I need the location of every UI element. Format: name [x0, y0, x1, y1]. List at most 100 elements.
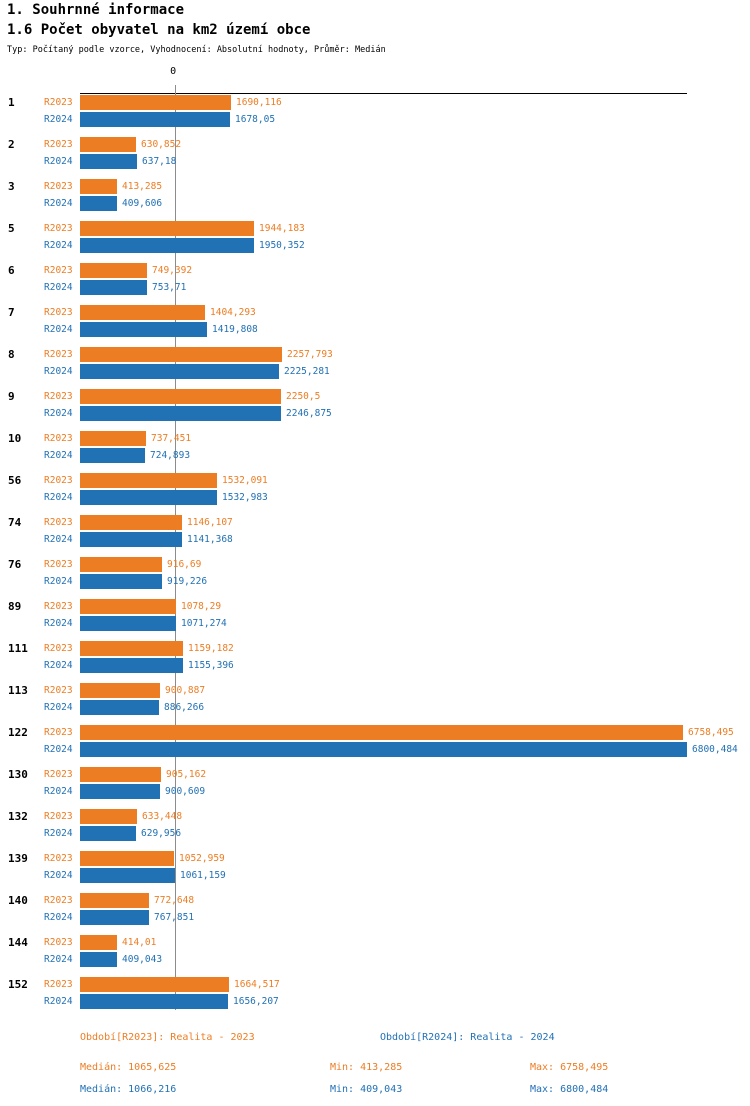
bar-r2024: [80, 238, 254, 253]
series-label-r2023: R2023: [44, 769, 73, 780]
bar-r2023: [80, 431, 146, 446]
bar-r2024: [80, 112, 230, 127]
bar-row-r2024: R2024 629,956: [0, 826, 750, 841]
bar-r2023: [80, 95, 231, 110]
value-label-r2024: 1061,159: [180, 870, 226, 881]
bar-row-r2024: R2024 1141,368: [0, 532, 750, 547]
bar-row-r2024: R2024 409,606: [0, 196, 750, 211]
bar-group: 139 R2023 1052,959 R2024 1061,159: [0, 849, 750, 891]
bar-r2024: [80, 742, 687, 757]
value-label-r2023: 6758,495: [688, 727, 734, 738]
value-label-r2023: 1159,182: [188, 643, 234, 654]
bar-r2023: [80, 851, 174, 866]
series-label-r2024: R2024: [44, 660, 73, 671]
value-label-r2023: 2257,793: [287, 349, 333, 360]
bar-r2024: [80, 994, 228, 1009]
value-label-r2023: 1404,293: [210, 307, 256, 318]
bar-r2024: [80, 574, 162, 589]
value-label-r2023: 414,01: [122, 937, 157, 948]
bar-group: 89 R2023 1078,29 R2024 1071,274: [0, 597, 750, 639]
bar-row-r2024: R2024 1950,352: [0, 238, 750, 253]
stat-max-r2024: Max: 6800,484: [530, 1084, 609, 1095]
bar-row-r2024: R2024 900,609: [0, 784, 750, 799]
bar-group: 7 R2023 1404,293 R2024 1419,808: [0, 303, 750, 345]
category-label: 7: [8, 306, 15, 319]
bar-row-r2024: R2024 409,043: [0, 952, 750, 967]
value-label-r2023: 737,451: [151, 433, 192, 444]
value-label-r2024: 409,606: [122, 198, 163, 209]
bar-r2024: [80, 448, 145, 463]
category-label: 122: [8, 726, 28, 739]
value-label-r2024: 767,851: [154, 912, 195, 923]
series-label-r2024: R2024: [44, 366, 73, 377]
stat-median-r2023: Medián: 1065,625: [80, 1062, 177, 1073]
bar-r2024: [80, 616, 176, 631]
bar-row-r2024: R2024 1656,207: [0, 994, 750, 1009]
category-label: 9: [8, 390, 15, 403]
bar-row-r2023: R2023 6758,495: [0, 725, 750, 740]
bar-r2023: [80, 683, 160, 698]
category-label: 144: [8, 936, 28, 949]
value-label-r2023: 1690,116: [236, 97, 282, 108]
bar-group: 5 R2023 1944,183 R2024 1950,352: [0, 219, 750, 261]
series-label-r2023: R2023: [44, 391, 73, 402]
bar-group: 144 R2023 414,01 R2024 409,043: [0, 933, 750, 975]
value-label-r2023: 1944,183: [259, 223, 305, 234]
bar-row-r2024: R2024 1071,274: [0, 616, 750, 631]
chart-meta: Typ: Počítaný podle vzorce, Vyhodnocení:…: [7, 45, 386, 55]
series-label-r2024: R2024: [44, 744, 73, 755]
series-label-r2024: R2024: [44, 828, 73, 839]
series-label-r2023: R2023: [44, 433, 73, 444]
bar-row-r2023: R2023 2257,793: [0, 347, 750, 362]
series-label-r2024: R2024: [44, 156, 73, 167]
value-label-r2024: 886,266: [164, 702, 205, 713]
bar-group: 2 R2023 630,852 R2024 637,18: [0, 135, 750, 177]
value-label-r2024: 1532,983: [222, 492, 268, 503]
category-label: 76: [8, 558, 22, 571]
category-label: 111: [8, 642, 28, 655]
value-label-r2023: 905,162: [166, 769, 207, 780]
series-label-r2023: R2023: [44, 643, 73, 654]
bar-r2024: [80, 868, 175, 883]
bar-r2024: [80, 826, 136, 841]
series-label-r2024: R2024: [44, 198, 73, 209]
series-label-r2023: R2023: [44, 139, 73, 150]
value-label-r2023: 413,285: [122, 181, 163, 192]
series-label-r2024: R2024: [44, 912, 73, 923]
bar-r2023: [80, 725, 683, 740]
series-label-r2024: R2024: [44, 996, 73, 1007]
bar-group: 152 R2023 1664,517 R2024 1656,207: [0, 975, 750, 1017]
bar-group: 9 R2023 2250,5 R2024 2246,875: [0, 387, 750, 429]
series-label-r2024: R2024: [44, 576, 73, 587]
bar-row-r2023: R2023 1532,091: [0, 473, 750, 488]
category-label: 10: [8, 432, 22, 445]
value-label-r2023: 1532,091: [222, 475, 268, 486]
bar-row-r2023: R2023 1159,182: [0, 641, 750, 656]
chart-title: 1.6 Počet obyvatel na km2 území obce: [7, 22, 311, 38]
value-label-r2023: 1664,517: [234, 979, 280, 990]
bar-row-r2023: R2023 1404,293: [0, 305, 750, 320]
bar-row-r2024: R2024 1155,396: [0, 658, 750, 673]
bar-r2023: [80, 179, 117, 194]
series-label-r2023: R2023: [44, 265, 73, 276]
bar-r2023: [80, 347, 282, 362]
category-label: 140: [8, 894, 28, 907]
value-label-r2024: 919,226: [167, 576, 208, 587]
bar-row-r2024: R2024 1678,05: [0, 112, 750, 127]
series-label-r2023: R2023: [44, 853, 73, 864]
bar-row-r2024: R2024 2246,875: [0, 406, 750, 421]
bar-row-r2024: R2024 1532,983: [0, 490, 750, 505]
series-label-r2024: R2024: [44, 408, 73, 419]
series-label-r2024: R2024: [44, 114, 73, 125]
series-label-r2023: R2023: [44, 811, 73, 822]
value-label-r2023: 900,887: [165, 685, 206, 696]
stat-min-r2023: Min: 413,285: [330, 1062, 403, 1073]
series-label-r2023: R2023: [44, 937, 73, 948]
series-label-r2023: R2023: [44, 181, 73, 192]
bar-row-r2023: R2023 1078,29: [0, 599, 750, 614]
series-label-r2024: R2024: [44, 450, 73, 461]
category-label: 130: [8, 768, 28, 781]
bar-group: 56 R2023 1532,091 R2024 1532,983: [0, 471, 750, 513]
category-label: 8: [8, 348, 15, 361]
value-label-r2024: 900,609: [165, 786, 206, 797]
